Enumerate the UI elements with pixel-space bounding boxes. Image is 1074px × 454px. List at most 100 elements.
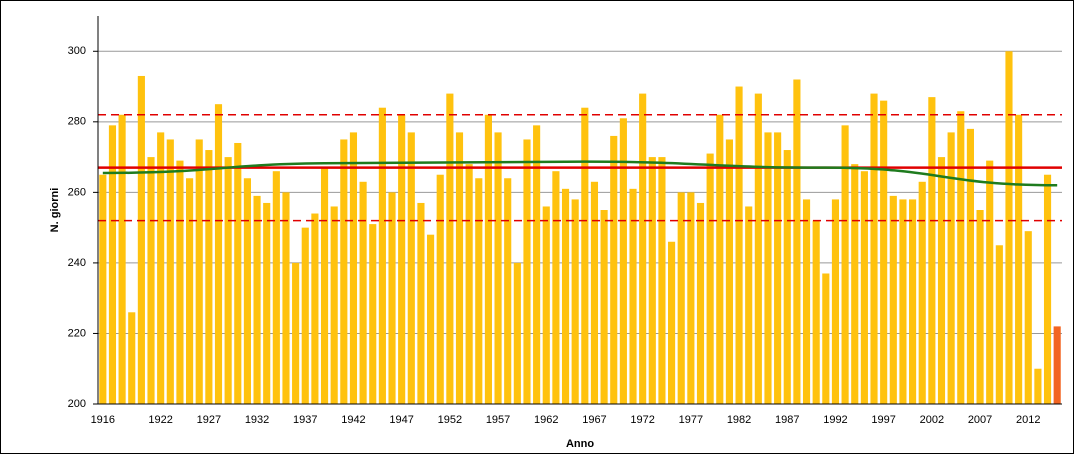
bar xyxy=(446,93,454,404)
bar xyxy=(282,192,290,404)
bar xyxy=(658,157,666,404)
bar xyxy=(561,188,570,404)
bar xyxy=(301,227,309,404)
bar xyxy=(947,132,955,404)
bar xyxy=(976,210,984,404)
bar xyxy=(1043,174,1052,404)
bar xyxy=(600,210,608,404)
bar xyxy=(822,273,830,404)
bar xyxy=(253,195,261,404)
bar xyxy=(793,79,801,404)
bar xyxy=(263,202,271,404)
x-tick-label: 1982 xyxy=(727,414,751,426)
bar xyxy=(504,178,512,404)
bar xyxy=(725,139,733,405)
bar xyxy=(176,160,184,404)
bar xyxy=(484,114,492,404)
y-tick-label: 240 xyxy=(68,257,86,269)
bar xyxy=(1024,231,1032,404)
bar xyxy=(320,167,329,404)
bar xyxy=(292,262,300,404)
bar xyxy=(986,160,994,404)
x-tick-label: 1947 xyxy=(389,414,413,426)
bar xyxy=(841,125,849,404)
bar xyxy=(899,199,907,404)
x-tick-label: 1962 xyxy=(534,414,558,426)
bar xyxy=(523,139,531,405)
bar xyxy=(754,93,762,404)
bar xyxy=(687,192,695,404)
y-tick-label: 220 xyxy=(68,327,86,339)
bar xyxy=(764,132,772,404)
bar xyxy=(108,125,117,404)
y-tick-label: 200 xyxy=(68,398,86,410)
bar xyxy=(118,114,126,404)
bar xyxy=(745,206,753,404)
bar xyxy=(195,139,203,405)
bar xyxy=(966,128,974,404)
x-tick-label: 1932 xyxy=(245,414,269,426)
bar xyxy=(706,153,714,404)
bar xyxy=(937,157,946,404)
bar xyxy=(311,213,319,404)
bar xyxy=(909,199,917,404)
x-tick-label: 1957 xyxy=(486,414,510,426)
bar xyxy=(147,157,155,404)
bar xyxy=(205,150,213,404)
bar xyxy=(224,157,232,404)
bar xyxy=(957,111,965,405)
x-tick-label: 1942 xyxy=(341,414,365,426)
x-tick-label: 1922 xyxy=(148,414,172,426)
bar xyxy=(581,107,589,404)
bar xyxy=(99,174,107,404)
bar xyxy=(802,199,811,404)
bar xyxy=(648,157,656,404)
bar xyxy=(465,164,473,404)
x-tick-label: 2012 xyxy=(1016,414,1040,426)
bar xyxy=(234,142,242,404)
bar xyxy=(166,139,174,405)
y-tick-label: 300 xyxy=(68,45,86,57)
trend-line xyxy=(102,160,1058,187)
bar xyxy=(889,195,897,404)
bar xyxy=(870,93,878,404)
bar xyxy=(918,181,926,404)
bar xyxy=(359,181,367,404)
bar xyxy=(1015,114,1023,404)
bar xyxy=(533,125,541,404)
bar xyxy=(571,199,579,404)
bar xyxy=(128,312,136,404)
bar xyxy=(851,164,859,404)
bar xyxy=(995,245,1003,404)
bar xyxy=(513,262,521,404)
bar xyxy=(1053,326,1061,404)
bar xyxy=(330,206,338,404)
x-tick-label: 1952 xyxy=(438,414,462,426)
bar xyxy=(494,132,502,404)
bar xyxy=(1005,51,1013,404)
x-tick-label: 1997 xyxy=(871,414,895,426)
x-tick-label: 1972 xyxy=(630,414,654,426)
bar xyxy=(619,118,627,405)
bar xyxy=(774,132,782,404)
bar xyxy=(696,202,705,404)
bar xyxy=(436,174,444,404)
bar xyxy=(214,104,223,404)
x-tick-label: 1967 xyxy=(582,414,606,426)
bar xyxy=(475,178,483,404)
bar xyxy=(137,75,145,405)
bar xyxy=(272,171,280,404)
bar xyxy=(668,241,676,404)
bar xyxy=(831,199,840,404)
bar xyxy=(716,114,724,404)
bar xyxy=(407,132,415,404)
bar xyxy=(378,107,386,404)
bar xyxy=(369,224,377,404)
x-tick-label: 1992 xyxy=(823,414,847,426)
x-tick-label: 1937 xyxy=(293,414,317,426)
bar xyxy=(186,178,194,404)
bar xyxy=(349,132,358,404)
bar xyxy=(455,132,464,404)
x-axis-title: Anno xyxy=(566,438,594,450)
